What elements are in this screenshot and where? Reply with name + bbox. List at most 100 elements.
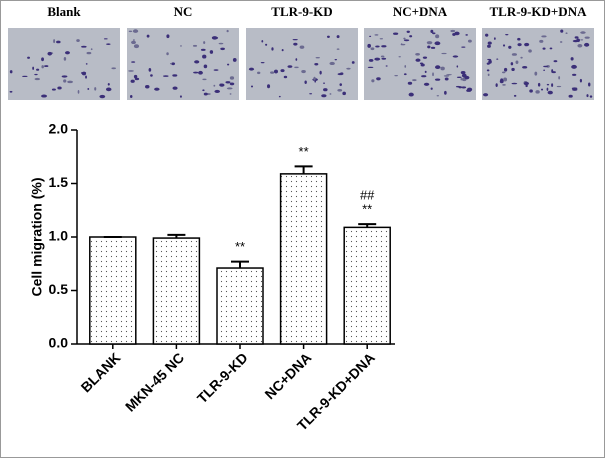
cell bbox=[559, 41, 563, 43]
y-tick-label: 1.5 bbox=[49, 174, 69, 190]
cell bbox=[415, 58, 421, 62]
cell bbox=[465, 34, 469, 36]
image-label: TLR-9-KD bbox=[271, 4, 332, 19]
cell bbox=[584, 36, 590, 39]
cell bbox=[132, 29, 139, 33]
cell bbox=[505, 33, 509, 36]
cell bbox=[570, 57, 574, 61]
cell bbox=[214, 89, 221, 93]
cell bbox=[374, 34, 379, 36]
cell bbox=[85, 75, 87, 79]
y-axis-label: Cell migration (%) bbox=[29, 177, 45, 296]
cell bbox=[415, 52, 420, 56]
cell bbox=[409, 35, 413, 38]
cell bbox=[589, 95, 593, 98]
cell bbox=[229, 76, 235, 80]
cell bbox=[213, 69, 219, 71]
cell bbox=[588, 82, 591, 87]
cell bbox=[111, 67, 116, 70]
cell bbox=[299, 45, 305, 49]
cell bbox=[375, 45, 380, 48]
cell bbox=[540, 88, 544, 91]
cell bbox=[22, 75, 28, 78]
cell bbox=[81, 45, 87, 48]
micrograph bbox=[127, 28, 239, 100]
cell bbox=[27, 56, 30, 59]
cell bbox=[499, 79, 504, 84]
cell bbox=[404, 65, 407, 68]
cell bbox=[444, 77, 449, 81]
cell bbox=[553, 60, 558, 63]
cell bbox=[219, 83, 225, 87]
cell bbox=[319, 70, 322, 75]
cell bbox=[574, 36, 579, 39]
cell bbox=[130, 79, 135, 83]
cell bbox=[381, 45, 387, 48]
cell bbox=[367, 43, 371, 48]
image-label: Blank bbox=[47, 4, 81, 19]
significance-label: ** bbox=[362, 202, 372, 217]
cell bbox=[456, 65, 459, 68]
cell bbox=[287, 65, 293, 68]
cell bbox=[488, 59, 492, 64]
cell bbox=[203, 64, 208, 69]
cell bbox=[434, 41, 441, 46]
cell bbox=[572, 73, 577, 76]
cell bbox=[560, 29, 564, 33]
cell bbox=[423, 82, 430, 86]
cell bbox=[166, 34, 170, 39]
cell bbox=[226, 87, 233, 90]
cell bbox=[171, 62, 176, 66]
cell bbox=[154, 87, 160, 91]
cell bbox=[172, 74, 178, 77]
cell bbox=[450, 29, 456, 33]
cell bbox=[432, 72, 434, 77]
cell bbox=[502, 44, 506, 47]
cell bbox=[420, 63, 425, 67]
cell bbox=[41, 65, 44, 69]
cell bbox=[460, 77, 463, 81]
cell bbox=[180, 45, 182, 47]
cell bbox=[203, 92, 208, 96]
cell bbox=[56, 40, 61, 44]
cell bbox=[379, 38, 384, 40]
cell bbox=[229, 93, 232, 95]
cell bbox=[321, 94, 327, 98]
cell bbox=[485, 33, 489, 37]
cell bbox=[580, 39, 584, 41]
cell bbox=[483, 93, 489, 97]
cell bbox=[370, 47, 375, 51]
cell bbox=[461, 86, 467, 89]
cell bbox=[36, 68, 40, 71]
cell bbox=[496, 58, 499, 60]
cell bbox=[551, 69, 554, 73]
cell bbox=[547, 90, 553, 95]
cell bbox=[131, 61, 136, 63]
cell bbox=[385, 65, 388, 67]
bar bbox=[216, 267, 264, 345]
cell bbox=[323, 82, 325, 84]
cell bbox=[542, 47, 546, 50]
bar bbox=[89, 236, 137, 345]
cell bbox=[493, 37, 496, 41]
cell bbox=[41, 57, 44, 62]
cell bbox=[270, 71, 275, 74]
cell bbox=[146, 34, 150, 38]
cell bbox=[9, 90, 13, 93]
cell bbox=[105, 87, 112, 92]
cell bbox=[558, 76, 561, 80]
cell bbox=[87, 87, 90, 90]
cell bbox=[517, 43, 522, 47]
cell bbox=[487, 58, 492, 61]
cell bbox=[400, 43, 406, 46]
cell bbox=[81, 71, 87, 76]
cell bbox=[314, 63, 319, 66]
cell bbox=[148, 68, 152, 72]
cell bbox=[441, 52, 447, 55]
cell bbox=[434, 78, 441, 81]
cell bbox=[421, 75, 427, 78]
cell bbox=[464, 75, 470, 80]
cell bbox=[202, 78, 207, 81]
cell bbox=[260, 61, 265, 64]
cell bbox=[549, 47, 553, 50]
